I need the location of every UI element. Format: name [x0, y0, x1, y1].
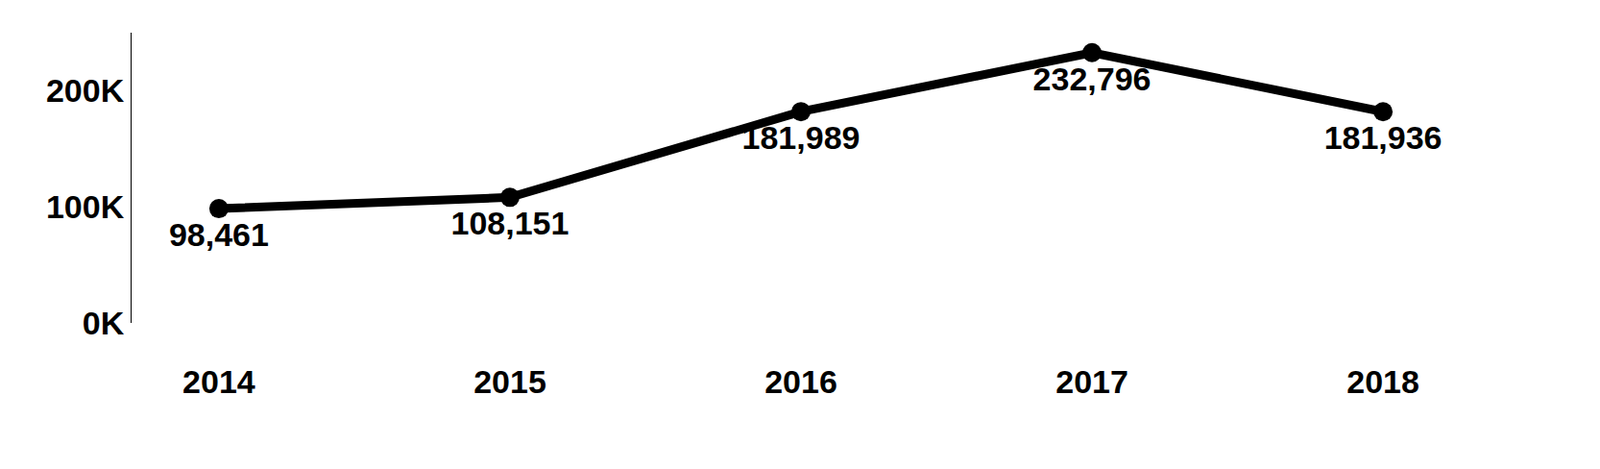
- svg-text:100K: 100K: [46, 188, 125, 225]
- svg-text:181,989: 181,989: [742, 119, 861, 156]
- svg-text:0K: 0K: [82, 304, 125, 341]
- svg-text:108,151: 108,151: [451, 204, 570, 242]
- svg-text:2017: 2017: [1055, 363, 1129, 400]
- svg-text:2015: 2015: [473, 363, 547, 400]
- svg-text:2016: 2016: [764, 363, 838, 400]
- svg-text:2018: 2018: [1346, 363, 1420, 400]
- svg-text:2014: 2014: [182, 363, 256, 400]
- svg-text:200K: 200K: [46, 72, 125, 109]
- svg-text:181,936: 181,936: [1324, 119, 1443, 156]
- svg-text:98,461: 98,461: [169, 216, 269, 253]
- svg-text:232,796: 232,796: [1033, 60, 1152, 97]
